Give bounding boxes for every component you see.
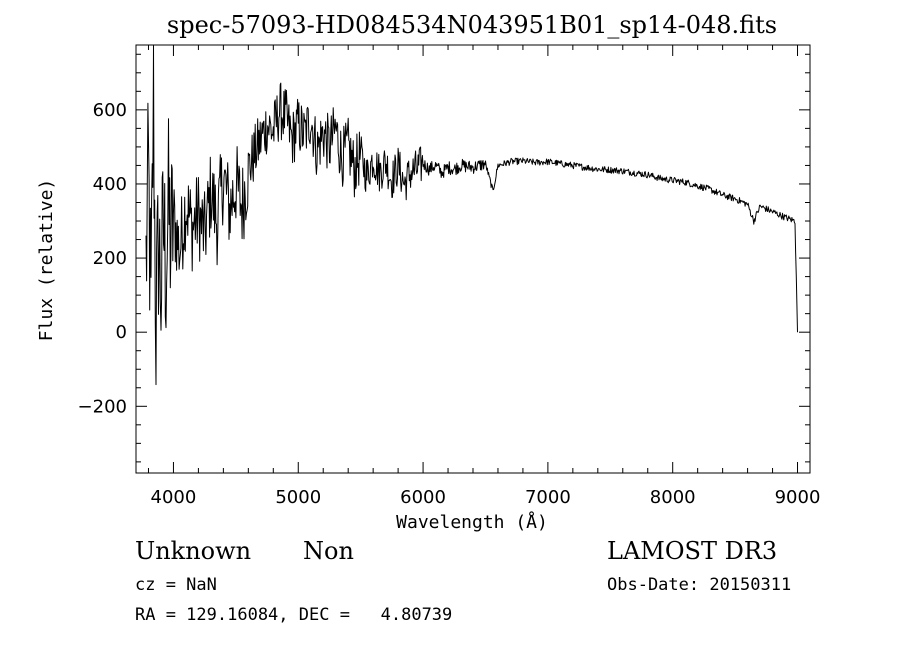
x-tick-label: 4000: [151, 487, 197, 508]
chart-title: spec-57093-HD084534N043951B01_sp14-048.f…: [167, 11, 777, 39]
y-tick-label: 0: [116, 322, 127, 343]
observation-date: Obs-Date: 20150311: [607, 575, 791, 595]
object-subclass: Non: [303, 537, 354, 565]
y-axis-label: Flux (relative): [36, 179, 57, 342]
y-tick-label: −200: [78, 396, 127, 417]
x-axis-label: Wavelength (Å): [396, 511, 548, 533]
x-tick-label: 5000: [275, 487, 321, 508]
survey-label: LAMOST DR3: [607, 537, 777, 565]
coordinates: RA = 129.16084, DEC = 4.80739: [135, 605, 452, 625]
axis-ticks: [136, 45, 810, 473]
redshift-value: cz = NaN: [135, 575, 217, 595]
y-tick-label: 200: [93, 248, 127, 269]
y-tick-label: 600: [93, 100, 127, 121]
y-tick-labels: −200 0 200 400 600: [78, 100, 127, 417]
y-tick-label: 400: [93, 174, 127, 195]
spectrum-series-line: [145, 45, 798, 386]
x-tick-label: 6000: [400, 487, 446, 508]
x-tick-label: 7000: [525, 487, 571, 508]
plot-frame: [135, 44, 811, 474]
x-tick-label: 8000: [650, 487, 696, 508]
x-tick-label: 9000: [775, 487, 821, 508]
object-class: Unknown: [135, 537, 251, 565]
x-tick-labels: 4000 5000 6000 7000 8000 9000: [151, 487, 821, 508]
